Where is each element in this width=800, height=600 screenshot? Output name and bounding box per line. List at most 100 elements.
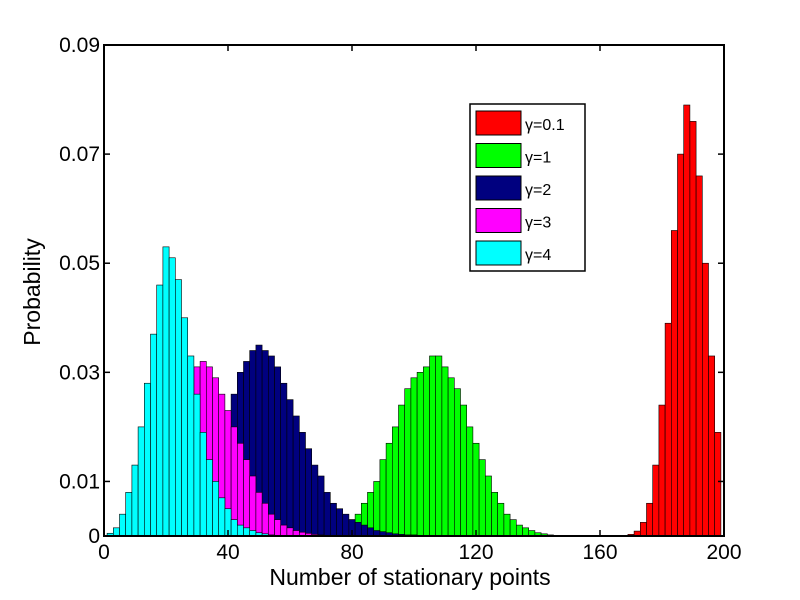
- bar: [137, 426, 145, 537]
- bar: [658, 404, 666, 537]
- bar: [472, 442, 480, 537]
- legend-label: γ=4: [525, 247, 551, 264]
- bar: [385, 442, 393, 537]
- y-tick-label: 0.01: [59, 470, 100, 493]
- legend-label: γ=1: [525, 150, 551, 167]
- x-tick-label: 200: [706, 541, 741, 564]
- y-tick-label: 0: [88, 525, 100, 548]
- bar: [373, 481, 381, 537]
- bar: [708, 355, 715, 537]
- bar: [274, 366, 281, 537]
- bar: [243, 459, 250, 537]
- x-tick-label: 120: [458, 541, 493, 564]
- x-tick-label: 160: [582, 541, 617, 564]
- tick-labels: 0 40 80 120 160 200 0 0.01 0.03 0.05 0.07 0.09: [59, 34, 741, 564]
- bar: [311, 464, 319, 537]
- bar: [162, 246, 170, 537]
- bar: [652, 464, 660, 537]
- bar: [193, 393, 201, 537]
- bar: [243, 527, 250, 537]
- bar: [292, 415, 300, 537]
- bar: [175, 279, 182, 537]
- y-tick-label: 0.05: [59, 252, 100, 275]
- histogram-bars: [106, 104, 722, 537]
- bar: [261, 502, 269, 537]
- bar: [354, 522, 362, 537]
- bar: [491, 492, 498, 537]
- bar: [237, 524, 244, 537]
- y-tick-label: 0.09: [59, 34, 100, 57]
- bar: [113, 527, 120, 537]
- bar: [286, 399, 294, 537]
- x-axis-label: Number of stationary points: [269, 564, 550, 590]
- bar: [484, 475, 492, 537]
- bar: [323, 492, 331, 537]
- bar: [422, 366, 430, 537]
- bar: [646, 502, 653, 537]
- bar: [689, 121, 697, 537]
- bar: [714, 432, 722, 537]
- bar: [230, 519, 238, 537]
- bar: [429, 355, 436, 537]
- bar: [267, 355, 275, 537]
- bar: [329, 502, 337, 537]
- legend-swatch: [475, 143, 522, 168]
- y-tick-label: 0.07: [59, 143, 100, 166]
- bar: [298, 432, 306, 537]
- bar: [267, 513, 275, 537]
- bar: [379, 459, 387, 537]
- bar: [336, 508, 343, 537]
- bar: [509, 519, 517, 537]
- bar: [683, 104, 691, 537]
- bar: [187, 355, 195, 537]
- x-tick-label: 40: [216, 541, 239, 564]
- bar: [416, 372, 424, 537]
- bar: [125, 492, 133, 537]
- bar: [274, 519, 281, 537]
- bar: [150, 333, 157, 537]
- bar: [317, 475, 325, 537]
- bar: [478, 459, 486, 537]
- series-group: [627, 104, 722, 537]
- legend: γ=0.1 γ=1 γ=2 γ=3 γ=4: [469, 103, 586, 272]
- bar: [367, 527, 374, 537]
- series-group: [106, 246, 275, 537]
- bar: [391, 426, 399, 537]
- bar: [237, 442, 244, 537]
- bar: [181, 317, 188, 537]
- bar: [286, 527, 294, 537]
- plot-frame: [103, 44, 725, 537]
- bar: [460, 404, 467, 537]
- bar: [522, 527, 529, 537]
- bar: [305, 448, 312, 537]
- bar: [435, 355, 443, 537]
- legend-label: γ=0.1: [525, 117, 565, 134]
- bar: [701, 262, 709, 537]
- bar: [404, 388, 412, 537]
- bar: [360, 524, 368, 537]
- legend-swatch: [475, 110, 522, 136]
- y-axis-label: Probability: [19, 238, 45, 346]
- bar: [156, 284, 164, 537]
- bar: [515, 524, 523, 537]
- legend-label: γ=3: [525, 215, 551, 232]
- bar: [280, 524, 288, 537]
- axis-ticks: [103, 44, 725, 537]
- legend-label: γ=2: [525, 182, 551, 199]
- bar: [131, 464, 139, 537]
- legend-swatch: [475, 240, 522, 266]
- bar: [503, 513, 511, 537]
- bar: [639, 522, 647, 537]
- x-tick-label: 0: [98, 541, 110, 564]
- bar: [212, 481, 219, 537]
- bar: [410, 377, 418, 537]
- bar: [664, 322, 672, 537]
- bar: [670, 230, 678, 537]
- bar: [453, 388, 461, 537]
- bar: [119, 513, 126, 537]
- bar: [218, 497, 226, 537]
- legend-swatch: [475, 175, 522, 201]
- bar: [199, 432, 207, 537]
- series-group: [342, 355, 554, 537]
- y-tick-label: 0.03: [59, 361, 100, 384]
